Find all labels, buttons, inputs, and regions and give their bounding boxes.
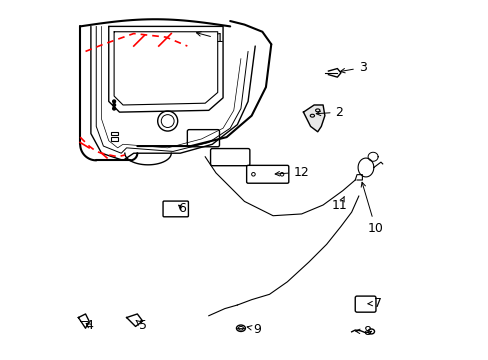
Text: 11: 11 [331, 197, 347, 212]
Polygon shape [126, 314, 142, 327]
Text: 6: 6 [178, 202, 186, 215]
Text: 2: 2 [316, 106, 343, 119]
Bar [110, 137, 118, 141]
FancyBboxPatch shape [246, 165, 288, 183]
Circle shape [112, 107, 115, 110]
Bar [110, 132, 118, 135]
Text: 9: 9 [246, 323, 261, 336]
Text: 5: 5 [136, 319, 147, 332]
Polygon shape [303, 105, 324, 132]
Text: 4: 4 [85, 319, 93, 332]
Text: 10: 10 [361, 182, 383, 235]
Text: 8: 8 [355, 325, 370, 338]
Text: 12: 12 [275, 166, 309, 179]
FancyBboxPatch shape [354, 296, 375, 312]
Polygon shape [78, 314, 89, 328]
Text: 3: 3 [340, 61, 366, 74]
Circle shape [112, 100, 115, 103]
Text: 1: 1 [196, 32, 224, 45]
Circle shape [112, 104, 115, 107]
FancyBboxPatch shape [163, 201, 188, 217]
Text: 7: 7 [367, 297, 381, 310]
